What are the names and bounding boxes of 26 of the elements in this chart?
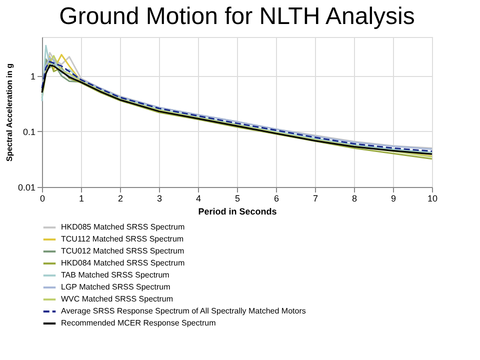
x-tick-label: 9: [390, 194, 396, 204]
x-tick-label: 3: [156, 194, 162, 204]
legend-label: TAB Matched SRSS Spectrum: [61, 270, 170, 280]
x-tick-label: 1: [78, 194, 84, 204]
x-tick-label: 5: [234, 194, 240, 204]
legend-label: TCU112 Matched SRSS Spectrum: [61, 234, 184, 244]
legend-label: LGP Matched SRSS Spectrum: [61, 282, 171, 292]
x-axis-title: Period in Seconds: [198, 206, 277, 216]
legend-label: WVC Matched SRSS Spectrum: [61, 294, 174, 304]
x-tick-label: 8: [352, 194, 358, 204]
y-axis-title: Spectral Acceleration in g: [4, 63, 14, 162]
chart-title: Ground Motion for NLTH Analysis: [59, 3, 415, 30]
legend-label: HKD084 Matched SRSS Spectrum: [61, 258, 185, 268]
y-tick-label: 0.1: [22, 126, 36, 137]
y-tick-label: 0.01: [18, 182, 36, 192]
x-tick-label: 4: [196, 194, 202, 204]
legend-label: HKD085 Matched SRSS Spectrum: [61, 222, 185, 232]
x-tick-label: 7: [312, 194, 318, 204]
legend-label: Average SRSS Response Spectrum of All Spectrally Matched Motors: [61, 306, 306, 316]
legend-label: Recommended MCER Response Spectrum: [61, 318, 216, 328]
x-tick-label: 10: [427, 194, 438, 204]
y-tick-label: 1: [30, 71, 36, 82]
x-tick-label: 6: [274, 194, 280, 204]
x-tick-label: 2: [118, 194, 124, 204]
legend-label: TCU012 Matched SRSS Spectrum: [61, 246, 184, 256]
x-tick-label: 0: [40, 194, 46, 204]
